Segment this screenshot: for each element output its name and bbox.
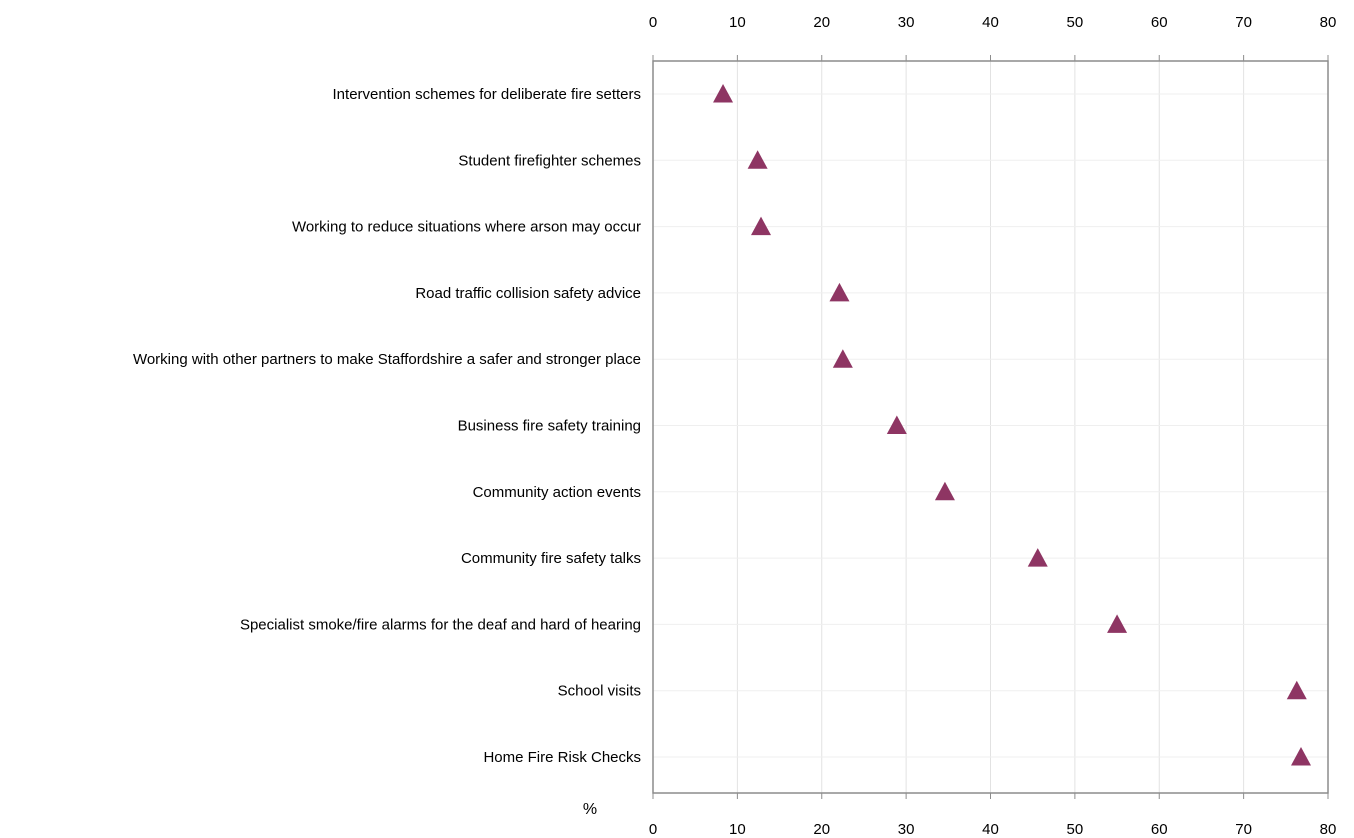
tick-label-bottom: 50 [1067,821,1084,838]
category-label: Community fire safety talks [461,550,641,567]
tick-label-top: 20 [813,14,830,31]
data-point-marker [829,282,850,302]
tick-label-top: 60 [1151,14,1168,31]
x-axis-bottom: 0 10 20 30 40 50 60 70 80 [649,793,1337,838]
data-point-marker [751,216,771,236]
tick-label-bottom: 80 [1320,821,1337,838]
tick-label-top: 10 [729,14,746,31]
category-label: Student firefighter schemes [458,152,641,169]
tick-label-bottom: 70 [1235,821,1252,838]
tick-label-top: 70 [1235,14,1252,31]
category-label: Community action events [473,484,641,501]
category-label: Working to reduce situations where arson… [292,219,641,236]
category-label: Home Fire Risk Checks [483,749,641,766]
x-axis-top: 0 10 20 30 40 50 60 70 80 [649,14,1337,61]
data-point-marker [886,415,907,434]
data-point-marker [747,150,768,169]
category-label: Intervention schemes for deliberate fire… [333,86,641,103]
tick-label-top: 0 [649,14,657,31]
data-point-marker [1027,548,1048,567]
category-label: Working with other partners to make Staf… [133,351,641,368]
tick-label-bottom: 60 [1151,821,1168,838]
category-label: Road traffic collision safety advice [415,285,641,302]
data-point-marker [713,84,734,103]
unit-label: % [583,801,597,818]
tick-label-top: 50 [1067,14,1084,31]
tick-label-top: 40 [982,14,999,31]
tick-label-bottom: 0 [649,821,657,838]
tick-label-bottom: 20 [813,821,830,838]
data-point-marker [832,349,853,368]
tick-label-bottom: 30 [898,821,915,838]
grid-lines [653,61,1328,793]
data-point-marker [1107,614,1128,633]
category-labels: Intervention schemes for deliberate fire… [133,86,641,766]
tick-label-top: 80 [1320,14,1337,31]
category-label: Specialist smoke/fire alarms for the dea… [240,616,641,633]
tick-label-top: 30 [898,14,915,31]
data-point-marker [1286,680,1307,700]
category-label: School visits [558,683,641,700]
data-markers [713,84,1311,766]
category-label: Business fire safety training [458,418,641,435]
data-point-marker [1291,747,1311,766]
tick-label-bottom: 10 [729,821,746,838]
data-point-marker [934,481,955,501]
tick-label-bottom: 40 [982,821,999,838]
